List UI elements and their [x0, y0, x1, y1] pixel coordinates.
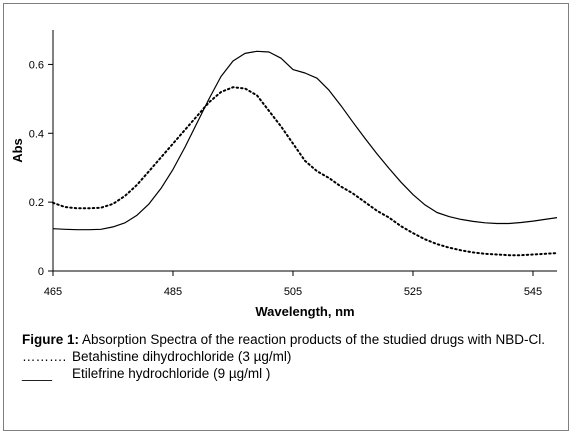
y-tick-label: 0.6: [29, 59, 44, 71]
absorption-spectra-chart: 0 0.2 0.4 0.6 465 485 505 525 545 Wavelength, n…: [10, 30, 558, 319]
legend-label-etilefrine: Etilefrine hydrochloride (9 µg/ml ): [72, 366, 271, 381]
x-tick-label: 505: [284, 286, 302, 298]
y-tick-label: 0: [38, 266, 44, 278]
figure-frame: [3, 3, 569, 431]
y-tick-label: 0.4: [29, 128, 44, 140]
legend-row-etilefrine: ____ Etilefrine hydrochloride (9 µg/ml ): [22, 365, 552, 382]
figure-label: Figure 1:: [22, 332, 80, 347]
series-group: [52, 50, 558, 257]
legend-sample-dotted: ……….: [22, 349, 67, 364]
y-tick-label: 0.2: [29, 197, 44, 209]
x-axis-title: Wavelength, nm: [255, 304, 354, 319]
caption-text: Figure 1: Absorption Spectra of the reac…: [22, 331, 552, 348]
x-tick-label: 525: [404, 286, 422, 298]
legend-label-betahistine: Betahistine dihydrochloride (3 µg/ml): [72, 349, 292, 364]
y-ticks: 0 0.2 0.4 0.6: [29, 59, 53, 278]
x-tick-label: 485: [164, 286, 182, 298]
y-axis-title: Abs: [10, 138, 25, 163]
series-line-betahistine: [52, 86, 558, 257]
x-tick-label: 465: [44, 286, 62, 298]
x-ticks: 465 485 505 525 545: [44, 271, 542, 298]
figure-caption: Figure 1: Absorption Spectra of the reac…: [22, 331, 552, 382]
series-line-etilefrine: [52, 50, 558, 231]
legend-row-betahistine: ………. Betahistine dihydrochloride (3 µg/m…: [22, 348, 552, 365]
legend-sample-solid: ____: [22, 366, 53, 381]
plot-area: 0 0.2 0.4 0.6 465 485 505 525 545: [29, 30, 558, 298]
caption-body: Absorption Spectra of the reaction produ…: [79, 332, 546, 347]
x-tick-label: 545: [524, 286, 542, 298]
